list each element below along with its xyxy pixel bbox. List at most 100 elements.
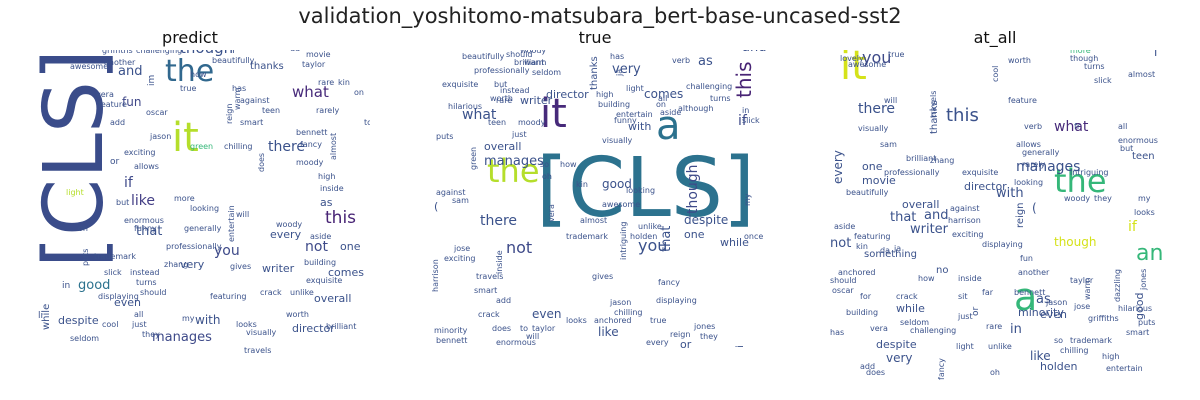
cloud-word: or xyxy=(971,306,981,316)
cloud-word: ( xyxy=(434,199,439,213)
cloud-word: zhang xyxy=(164,260,189,270)
cloud-word: bennett xyxy=(1014,288,1046,298)
cloud-word: you xyxy=(638,236,668,256)
cloud-word: worth xyxy=(286,310,309,320)
cloud-word: i xyxy=(232,50,235,56)
cloud-word: jason xyxy=(150,132,172,142)
cloud-word: fancy xyxy=(937,358,946,380)
cloud-word: like xyxy=(598,324,619,339)
cloud-word: director xyxy=(546,87,589,101)
cloud-word: though xyxy=(1070,54,1099,64)
cloud-word: what xyxy=(292,83,329,102)
cloud-word: high xyxy=(318,172,336,182)
cloud-word: they xyxy=(1094,194,1112,204)
cloud-word: one xyxy=(340,239,361,253)
panel-title: predict xyxy=(162,28,218,47)
cloud-word: oh xyxy=(542,172,552,182)
cloud-word: smart xyxy=(240,118,264,128)
cloud-word: what xyxy=(1054,119,1089,136)
cloud-word: brilliant xyxy=(326,322,357,332)
cloud-word: generally xyxy=(1022,148,1060,158)
cloud-word: there xyxy=(268,139,306,156)
cloud-word: while xyxy=(896,301,925,315)
cloud-word: director xyxy=(292,321,335,335)
word-cloud: [CLS]ittheaanyouthiswhatmanagesifthought… xyxy=(815,50,1175,390)
cloud-word: building xyxy=(846,308,879,318)
cloud-word: featuring xyxy=(854,232,891,242)
cloud-word: rare xyxy=(986,322,1003,332)
cloud-word: travels xyxy=(244,346,272,356)
cloud-word: instead xyxy=(500,86,530,96)
cloud-word: not xyxy=(830,235,852,251)
cloud-word: rarely xyxy=(316,106,340,116)
cloud-word: aside xyxy=(660,108,682,118)
cloud-word: gives xyxy=(592,272,614,282)
cloud-word: taylor xyxy=(532,324,556,334)
cloud-word: brilliant xyxy=(514,58,545,68)
cloud-word: so xyxy=(1054,336,1064,346)
cloud-word: allows xyxy=(1016,140,1041,150)
cloud-word: but xyxy=(1120,144,1134,154)
cloud-word: how xyxy=(918,274,935,284)
cloud-word: just xyxy=(958,312,973,322)
cloud-word: reign xyxy=(1015,202,1026,228)
cloud-word: exquisite xyxy=(442,80,479,90)
cloud-word: although xyxy=(678,104,714,114)
cloud-word: has xyxy=(232,84,247,94)
cloud-word: enormous xyxy=(124,216,164,226)
cloud-word: an xyxy=(1136,241,1164,267)
cloud-word: unlike xyxy=(290,288,314,298)
cloud-word: reign xyxy=(225,103,234,124)
cloud-word: bennett xyxy=(436,336,468,346)
cloud-word: entertain xyxy=(1106,364,1143,374)
cloud-word: vera xyxy=(547,204,556,222)
cloud-word: entertain xyxy=(227,205,236,242)
cloud-word: good xyxy=(78,277,111,293)
cloud-word: generally xyxy=(184,224,222,234)
cloud-word: just xyxy=(512,130,527,140)
cloud-word: looking xyxy=(1014,178,1044,188)
cloud-word: and xyxy=(118,63,143,79)
cloud-word: oscar xyxy=(146,108,168,118)
cloud-word: more xyxy=(174,194,195,204)
cloud-word: with xyxy=(195,312,221,327)
cloud-word: enormous xyxy=(1118,136,1158,146)
panel-title: at_all xyxy=(973,28,1017,47)
cloud-word: reign xyxy=(670,330,691,340)
cloud-word: and xyxy=(924,207,949,223)
cloud-word: dazzling xyxy=(1113,269,1122,302)
cloud-word: does xyxy=(866,368,886,378)
cloud-word: feature xyxy=(1008,96,1037,106)
cloud-word: if xyxy=(124,175,133,192)
cloud-word: vera xyxy=(96,90,114,100)
cloud-word: da xyxy=(290,50,300,53)
cloud-word: seldom xyxy=(532,68,562,78)
cloud-word: this xyxy=(325,207,357,228)
cloud-word: exquisite xyxy=(306,276,343,286)
cloud-word: minority xyxy=(434,326,468,336)
word-cloud: [CLS]theitaanthoughwhattherethisifliketh… xyxy=(10,50,370,390)
cloud-word: if xyxy=(1128,219,1137,236)
cloud-word: oh xyxy=(78,224,88,234)
cloud-word: woody xyxy=(520,50,547,56)
cloud-word: sit xyxy=(958,292,968,302)
cloud-word: fr xyxy=(1074,122,1081,132)
cloud-word: exciting xyxy=(124,148,156,158)
cloud-word: manages xyxy=(484,153,544,169)
cloud-word: so xyxy=(540,160,550,170)
cloud-word: another xyxy=(104,58,136,68)
cloud-word: to xyxy=(520,324,529,334)
cloud-word: should xyxy=(140,288,167,298)
cloud-word: green xyxy=(190,142,214,152)
cloud-word: something xyxy=(864,248,917,260)
cloud-word: intriguing xyxy=(1070,168,1109,178)
cloud-word: taylor xyxy=(302,60,326,70)
cloud-word: beautifully xyxy=(212,56,255,66)
cloud-word: seldom xyxy=(900,318,930,328)
cloud-word: allows xyxy=(134,162,159,172)
cloud-word: inside xyxy=(320,184,344,194)
figure-title: validation_yoshitomo-matsubara_bert-base… xyxy=(298,4,902,28)
cloud-word: to xyxy=(364,118,370,128)
cloud-word: all xyxy=(658,94,668,104)
cloud-word: movie xyxy=(862,173,896,187)
